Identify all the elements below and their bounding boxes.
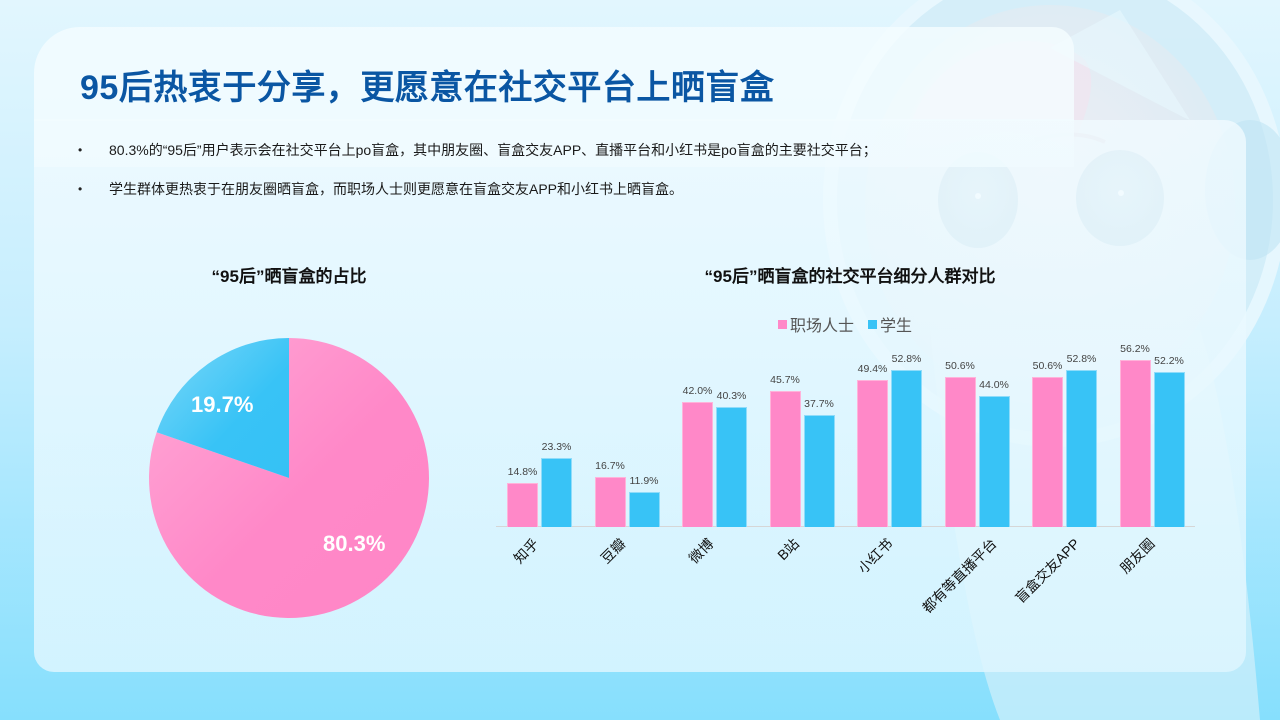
- bar-value-label: 52.2%: [1154, 354, 1184, 367]
- bar-value-label: 37.7%: [804, 398, 834, 411]
- bar-professionals: [857, 380, 888, 527]
- legend-label: 职场人士: [790, 318, 855, 335]
- bar-professionals: [769, 391, 801, 527]
- bar-value-label: 50.6%: [1032, 359, 1063, 372]
- bar-professionals: [1119, 360, 1151, 527]
- pie-label-shared: 80.3%: [323, 531, 386, 556]
- legend-label: 学生: [880, 318, 913, 335]
- pie-label-not-shared: 19.7%: [191, 392, 254, 417]
- pie-chart: 80.3% 19.7%: [149, 338, 429, 618]
- bar-students: [1153, 371, 1185, 527]
- bar-value-label: 42.0%: [682, 385, 713, 398]
- bar-chart-legend: 职场人士 学生: [778, 312, 912, 336]
- bar-value-label: 49.4%: [857, 363, 888, 376]
- bar-students: [891, 370, 922, 527]
- bar-value-label: 40.3%: [716, 390, 747, 403]
- bar-students: [541, 457, 572, 527]
- bullet-list: 80.3%的“95后”用户表示会在社交平台上po盲盒，其中朋友圈、盲盒交友APP…: [78, 140, 877, 218]
- legend-swatch-pink: [778, 319, 787, 329]
- bar-value-label: 44.0%: [979, 379, 1009, 392]
- bar-students: [716, 407, 747, 527]
- pie-chart-title: “95后”晒盲盒的占比: [211, 267, 367, 286]
- bar-value-label: 14.8%: [507, 466, 538, 479]
- bar-professionals: [507, 483, 538, 527]
- bar-professionals: [682, 402, 713, 527]
- x-axis-line: [496, 526, 1195, 527]
- bar-value-label: 45.7%: [770, 374, 800, 387]
- bar-value-label: 11.9%: [629, 474, 659, 487]
- bar-professionals: [944, 376, 976, 527]
- bar-value-label: 50.6%: [945, 359, 975, 372]
- bar-students: [1066, 370, 1097, 527]
- bar-chart-title: “95后”晒盲盒的社交平台细分人群对比: [704, 267, 996, 286]
- bar-value-label: 52.8%: [891, 353, 922, 366]
- bar-students: [978, 396, 1010, 527]
- bullet-item: 80.3%的“95后”用户表示会在社交平台上po盲盒，其中朋友圈、盲盒交友APP…: [78, 140, 877, 160]
- pie-slice-not-shared: [156, 338, 289, 478]
- legend-item-professionals: 职场人士: [778, 312, 854, 336]
- bar-value-label: 52.8%: [1066, 353, 1097, 366]
- legend-item-students: 学生: [868, 312, 912, 336]
- bar-professionals: [1032, 376, 1063, 527]
- bar-students: [628, 491, 660, 527]
- bar-value-label: 56.2%: [1120, 343, 1150, 356]
- bar-professionals: [594, 477, 626, 527]
- legend-swatch-blue: [868, 319, 878, 329]
- pie-slice-shared: [149, 338, 429, 618]
- pie-chart-graphic: [149, 338, 429, 618]
- bar-students: [803, 415, 835, 527]
- page-title: 95后热衷于分享，更愿意在社交平台上晒盲盒: [80, 69, 775, 107]
- bar-value-label: 23.3%: [541, 440, 572, 453]
- bar-value-label: 16.7%: [595, 460, 625, 473]
- bullet-item: 学生群体更热衷于在朋友圈晒盲盒，而职场人士则更愿意在盲盒交友APP和小红书上晒盲…: [78, 179, 877, 199]
